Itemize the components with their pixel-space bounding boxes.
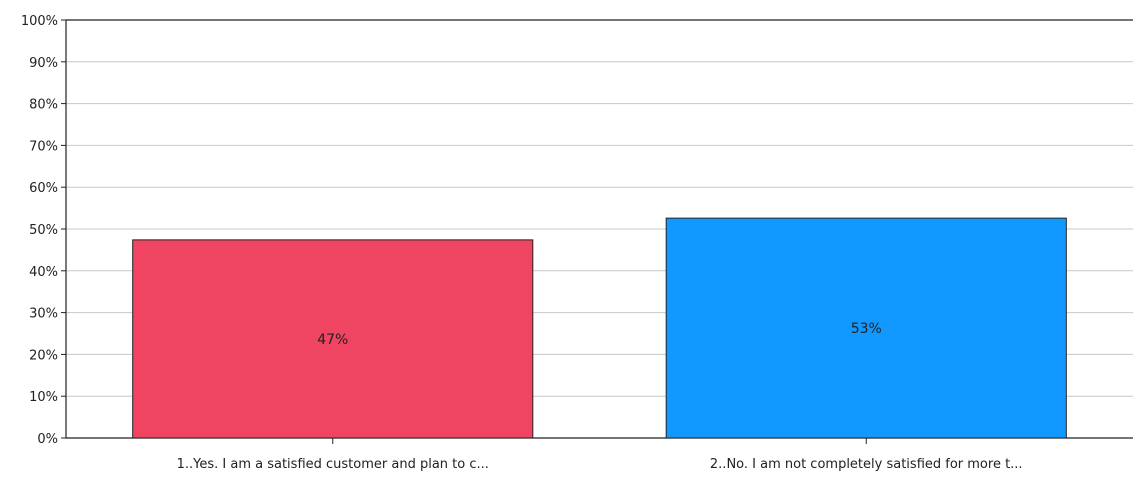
x-tick-label: 2..No. I am not completely satisfied for… [710,457,1023,472]
y-tick-label: 20% [29,348,58,363]
y-tick-label: 0% [37,432,58,447]
labels: 0% 10% 20% 30% 40% 50% 60% 70% 80% 90% 100% 47% 1..Y… [21,14,1023,472]
y-tick-label: 100% [21,14,58,29]
data-label: 53% [851,321,882,337]
y-tick-label: 30% [29,307,58,322]
y-tick-label: 90% [29,56,58,71]
y-tick-label: 40% [29,265,58,280]
bar [132,239,534,439]
y-tick-label: 80% [29,98,58,113]
data-label: 47% [317,332,348,348]
bars [132,217,1067,439]
y-tick-label: 10% [29,390,58,405]
x-tick-label: 1..Yes. I am a satisfied customer and pl… [177,457,489,472]
y-tick-label: 60% [29,181,58,196]
bar [665,217,1067,439]
y-tick-label: 70% [29,139,58,154]
y-tick-label: 50% [29,223,58,238]
